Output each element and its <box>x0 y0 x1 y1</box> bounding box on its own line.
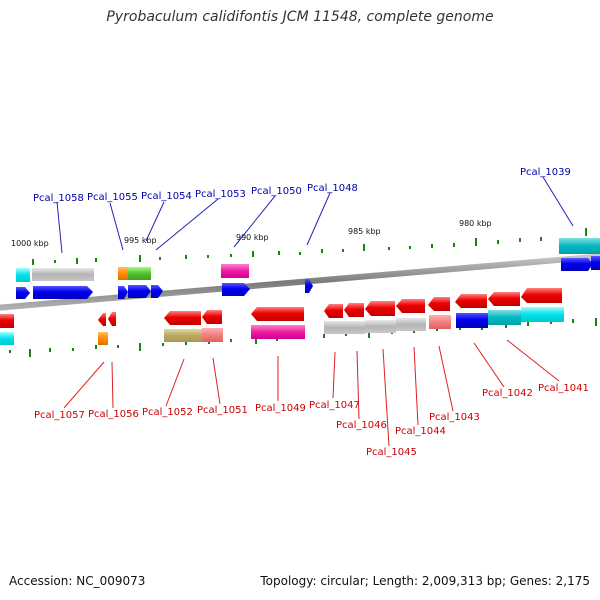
map-title: Pyrobaculum calidifontis JCM 11548, comp… <box>106 9 494 25</box>
genome-summary-text: Topology: circular; Length: 2,009,313 bp… <box>260 574 590 588</box>
gene-feature[interactable] <box>251 325 305 339</box>
gene-feature[interactable] <box>98 332 108 345</box>
gene-label[interactable]: Pcal_1044 <box>395 426 446 437</box>
gene-feature[interactable] <box>396 318 426 331</box>
gene-feature[interactable] <box>429 315 451 329</box>
scale-label: 995 kbp <box>124 236 157 245</box>
genome-backbone <box>0 253 600 311</box>
forward-features <box>16 238 600 299</box>
gene-feature[interactable] <box>559 238 600 254</box>
accession-text: Accession: NC_009073 <box>9 574 146 588</box>
gene-arrow[interactable] <box>324 304 343 318</box>
gene-label[interactable]: Pcal_1050 <box>251 186 302 197</box>
gene-label[interactable]: Pcal_1056 <box>88 409 139 420</box>
gene-label[interactable]: Pcal_1053 <box>195 189 246 200</box>
gene-label[interactable]: Pcal_1041 <box>538 383 589 394</box>
gc-ticks-top <box>32 228 587 265</box>
gene-labels-bottom: Pcal_1057 Pcal_1056 Pcal_1052 Pcal_1051 … <box>34 383 589 458</box>
gene-label[interactable]: Pcal_1039 <box>520 167 571 178</box>
gene-label[interactable]: Pcal_1043 <box>429 412 480 423</box>
gene-label[interactable]: Pcal_1052 <box>142 407 193 418</box>
gene-arrow[interactable] <box>455 294 487 308</box>
gene-labels-top: Pcal_1058 Pcal_1055 Pcal_1054 Pcal_1053 … <box>33 167 571 204</box>
scale-label: 1000 kbp <box>11 239 49 248</box>
gene-arrow[interactable] <box>118 286 128 299</box>
gene-arrow[interactable] <box>591 256 600 270</box>
gene-label[interactable]: Pcal_1048 <box>307 183 358 194</box>
gene-arrow[interactable] <box>16 287 30 299</box>
gene-label[interactable]: Pcal_1051 <box>197 405 248 416</box>
gene-feature[interactable] <box>16 268 30 282</box>
gene-arrow[interactable] <box>222 283 250 296</box>
leader-lines-bottom <box>63 339 560 447</box>
gene-arrow[interactable] <box>561 258 593 271</box>
gene-feature[interactable] <box>128 267 151 280</box>
gene-feature[interactable] <box>164 329 202 342</box>
gene-label[interactable]: Pcal_1042 <box>482 388 533 399</box>
gene-feature[interactable] <box>324 321 365 334</box>
scale-label: 990 kbp <box>236 233 269 242</box>
gene-arrow[interactable] <box>98 313 106 326</box>
gene-arrow[interactable] <box>164 311 201 325</box>
gene-arrow[interactable] <box>0 314 14 328</box>
gene-arrow[interactable] <box>108 312 116 326</box>
gene-feature[interactable] <box>32 268 94 281</box>
gene-label[interactable]: Pcal_1054 <box>141 191 192 202</box>
reverse-features <box>0 288 564 345</box>
scale-labels: 1000 kbp 995 kbp 990 kbp 985 kbp 980 kbp <box>11 219 492 248</box>
gene-arrow[interactable] <box>251 307 304 321</box>
gene-feature[interactable] <box>221 264 249 278</box>
gene-feature[interactable] <box>202 328 223 342</box>
scale-label: 985 kbp <box>348 227 381 236</box>
gene-label[interactable]: Pcal_1047 <box>309 400 360 411</box>
gene-label[interactable]: Pcal_1057 <box>34 410 85 421</box>
gene-arrow[interactable] <box>521 288 562 303</box>
gene-label[interactable]: Pcal_1055 <box>87 192 138 203</box>
gene-feature[interactable] <box>118 267 128 280</box>
gene-arrow[interactable] <box>33 286 93 299</box>
gene-feature[interactable] <box>488 310 521 325</box>
scale-label: 980 kbp <box>459 219 492 228</box>
gene-feature[interactable] <box>521 307 564 322</box>
gene-label[interactable]: Pcal_1058 <box>33 193 84 204</box>
gene-feature[interactable] <box>365 320 396 333</box>
gene-arrow[interactable] <box>128 285 151 298</box>
gene-arrow[interactable] <box>305 279 313 293</box>
gene-label[interactable]: Pcal_1046 <box>336 420 387 431</box>
gene-label[interactable]: Pcal_1045 <box>366 447 417 458</box>
gene-arrow[interactable] <box>428 297 450 311</box>
gene-arrow[interactable] <box>365 301 395 316</box>
gene-feature[interactable] <box>456 313 488 328</box>
gene-feature[interactable] <box>0 332 14 345</box>
gene-arrow[interactable] <box>396 299 425 313</box>
leader-lines-top <box>56 176 574 254</box>
gene-arrow[interactable] <box>202 310 222 324</box>
gene-label[interactable]: Pcal_1049 <box>255 403 306 414</box>
gene-arrow[interactable] <box>151 285 163 298</box>
gene-arrow[interactable] <box>344 303 364 317</box>
gene-arrow[interactable] <box>488 292 520 306</box>
